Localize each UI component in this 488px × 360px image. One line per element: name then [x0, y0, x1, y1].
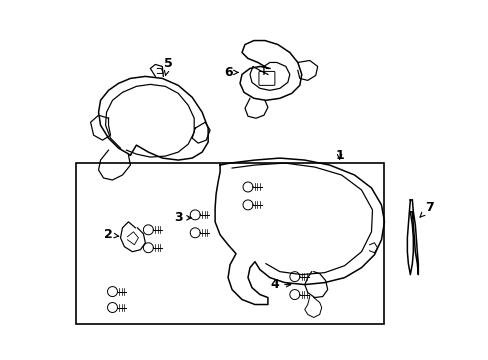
Bar [76, 163, 384, 324]
Text: 1: 1 [335, 149, 343, 162]
Text: 5: 5 [163, 57, 172, 76]
Text: 6: 6 [224, 66, 238, 79]
Text: 7: 7 [419, 201, 433, 217]
Text: 3: 3 [174, 211, 191, 224]
Text: 2: 2 [104, 228, 119, 241]
Text: 4: 4 [270, 278, 290, 291]
